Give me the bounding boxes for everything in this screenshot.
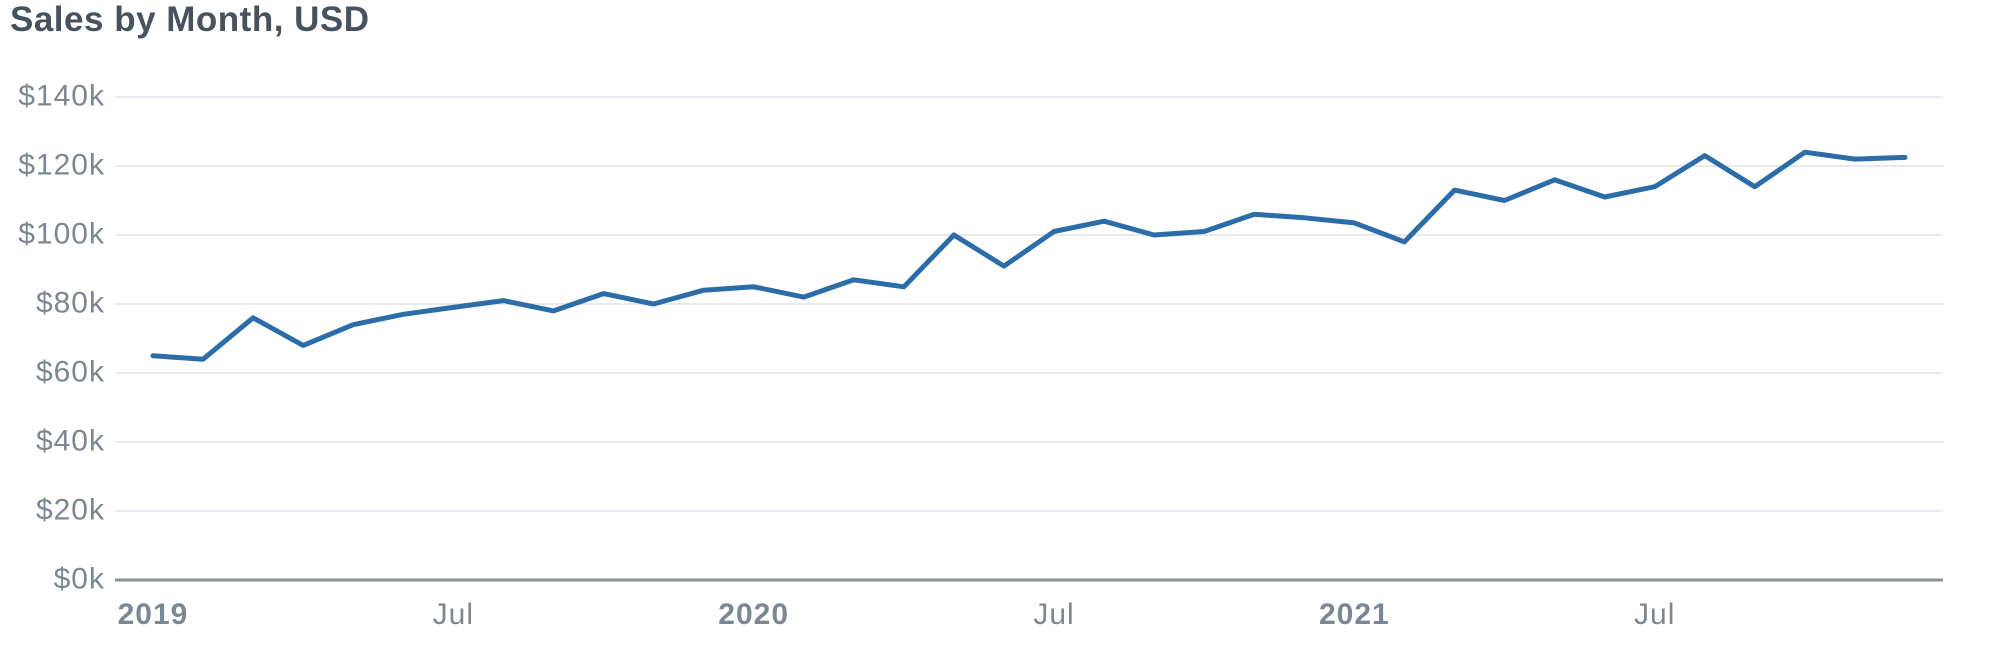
x-tick-label: 2019 (117, 598, 189, 631)
x-tick-label: 2020 (718, 598, 790, 631)
y-tick-label: $80k (35, 286, 105, 320)
x-tick-label: Jul (1634, 598, 1676, 631)
y-tick-label: $60k (35, 355, 105, 389)
y-tick-label: $120k (18, 148, 105, 182)
chart-title: Sales by Month, USD (10, 0, 370, 39)
gridline (115, 165, 1943, 167)
gridline (115, 303, 1943, 305)
gridline (115, 441, 1943, 443)
x-axis-line (115, 578, 1943, 582)
y-tick-label: $20k (35, 493, 105, 527)
y-tick-label: $0k (53, 562, 105, 596)
x-tick-label: 2021 (1318, 598, 1390, 631)
y-tick-label: $100k (18, 217, 105, 251)
x-tick-label: Jul (1033, 598, 1075, 631)
gridline (115, 510, 1943, 512)
y-tick-label: $140k (18, 79, 105, 113)
x-tick-label: Jul (432, 598, 475, 631)
y-tick-label: $40k (35, 424, 105, 458)
sales-line (150, 149, 1908, 362)
gridline (115, 96, 1943, 98)
gridline (115, 372, 1943, 374)
gridline (115, 234, 1943, 236)
